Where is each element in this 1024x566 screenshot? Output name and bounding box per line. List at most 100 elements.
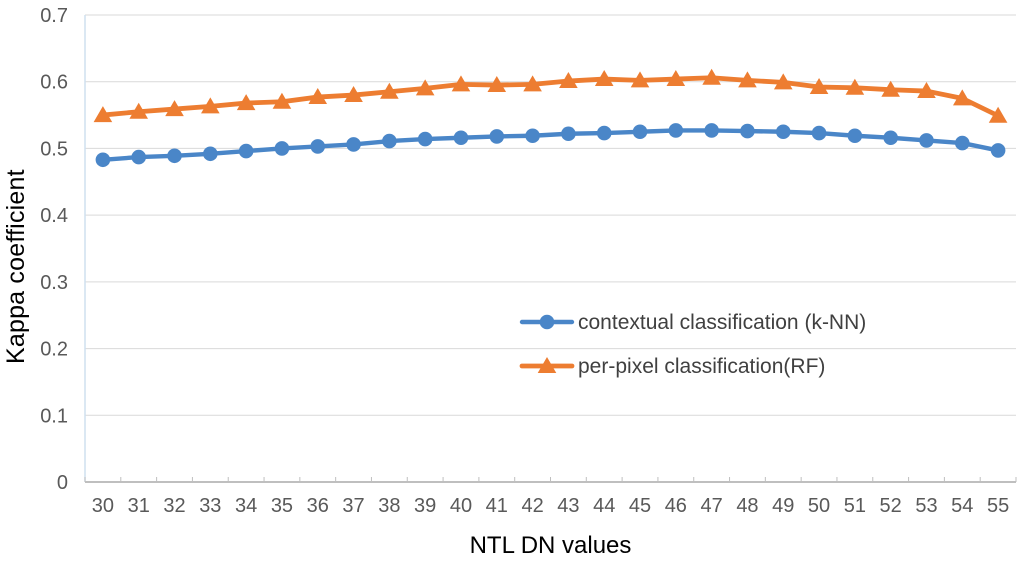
data-point-marker xyxy=(308,88,328,105)
x-tick-label: 37 xyxy=(342,495,364,517)
data-point-marker xyxy=(738,71,757,88)
x-tick-label: 50 xyxy=(808,495,830,517)
data-point-marker xyxy=(883,130,898,146)
data-point-marker xyxy=(453,130,469,146)
data-point-marker xyxy=(131,149,147,165)
data-point-marker xyxy=(632,124,648,140)
data-point-marker xyxy=(740,123,755,139)
y-tick-label: 0.1 xyxy=(40,405,68,427)
data-point-marker xyxy=(310,139,326,154)
data-point-marker xyxy=(489,129,505,144)
legend-label: per-pixel classification(RF) xyxy=(578,355,825,378)
data-point-marker xyxy=(203,146,218,162)
data-point-marker xyxy=(451,75,471,92)
data-point-marker xyxy=(537,357,557,373)
data-point-marker xyxy=(487,76,507,93)
data-point-marker xyxy=(811,125,827,141)
y-tick-label: 0.3 xyxy=(40,272,68,294)
x-tick-label: 32 xyxy=(163,495,185,517)
series-line xyxy=(100,128,1001,162)
data-point-marker xyxy=(668,123,684,138)
data-point-marker xyxy=(847,128,863,144)
x-tick-label: 38 xyxy=(378,495,400,517)
x-tick-label: 40 xyxy=(450,495,472,517)
series-line xyxy=(100,75,1001,119)
y-tick-label: 0.4 xyxy=(40,205,68,227)
x-tick-label: 55 xyxy=(987,495,1009,517)
x-tick-label: 48 xyxy=(736,495,758,517)
data-point-marker xyxy=(809,78,829,95)
data-point-marker xyxy=(773,73,793,90)
x-tick-label: 30 xyxy=(92,495,114,517)
x-tick-label: 45 xyxy=(629,495,651,517)
series-knn xyxy=(95,123,1006,168)
x-tick-label: 34 xyxy=(235,495,257,517)
data-point-marker xyxy=(201,97,220,114)
data-point-marker xyxy=(988,106,1008,123)
data-point-marker xyxy=(561,126,576,142)
data-point-marker xyxy=(881,80,900,97)
data-point-marker xyxy=(919,133,934,148)
data-point-marker xyxy=(165,100,184,117)
x-tick-label: 43 xyxy=(557,495,579,517)
x-tick-label: 39 xyxy=(414,495,436,517)
data-point-marker xyxy=(666,70,686,87)
x-tick-label: 46 xyxy=(665,495,687,517)
legend-item-rf: per-pixel classification(RF) xyxy=(519,355,825,378)
x-tick-label: 51 xyxy=(844,495,866,517)
x-tick-label: 47 xyxy=(701,495,723,517)
data-point-marker xyxy=(775,124,791,140)
data-point-marker xyxy=(415,79,435,96)
y-tick-label: 0.7 xyxy=(40,5,68,27)
data-point-marker xyxy=(346,137,361,152)
data-point-marker xyxy=(274,141,290,156)
series-rf xyxy=(93,68,1008,123)
data-point-marker xyxy=(236,94,256,111)
data-point-marker xyxy=(272,92,292,109)
data-point-marker xyxy=(525,128,540,144)
y-tick-label: 0 xyxy=(57,472,68,494)
legend-item-knn: contextual classification (k-NN) xyxy=(519,311,866,334)
data-point-marker xyxy=(990,143,1006,158)
x-tick-label: 52 xyxy=(880,495,902,517)
data-point-marker xyxy=(167,148,182,164)
y-tick-label: 0.5 xyxy=(40,138,68,160)
x-tick-label: 33 xyxy=(199,495,221,517)
legend-label: contextual classification (k-NN) xyxy=(578,311,866,334)
data-point-marker xyxy=(382,133,397,149)
data-point-marker xyxy=(380,82,399,99)
data-point-marker xyxy=(702,68,721,85)
data-point-marker xyxy=(952,89,972,106)
y-axis-title: Kappa coefficient xyxy=(2,169,30,364)
x-tick-label: 53 xyxy=(915,495,937,517)
data-point-marker xyxy=(238,143,254,159)
x-tick-label: 36 xyxy=(307,495,329,517)
data-point-marker xyxy=(845,78,865,95)
data-point-marker xyxy=(559,72,578,89)
x-axis-title: NTL DN values xyxy=(469,532,632,559)
data-point-marker xyxy=(95,152,111,168)
x-tick-label: 54 xyxy=(951,495,973,517)
x-tick-label: 42 xyxy=(521,495,543,517)
data-point-marker xyxy=(539,314,555,330)
data-point-marker xyxy=(344,86,363,103)
data-point-marker xyxy=(596,125,612,141)
data-point-marker xyxy=(704,123,719,138)
data-point-marker xyxy=(523,75,542,92)
data-point-marker xyxy=(417,131,433,147)
data-point-marker xyxy=(954,135,970,151)
data-point-marker xyxy=(129,102,149,119)
data-point-marker xyxy=(630,71,650,88)
x-tick-label: 49 xyxy=(772,495,794,517)
x-tick-label: 41 xyxy=(486,495,508,517)
x-tick-label: 31 xyxy=(128,495,150,517)
x-tick-label: 35 xyxy=(271,495,293,517)
y-tick-label: 0.6 xyxy=(40,72,68,94)
data-point-marker xyxy=(917,82,936,99)
y-tick-label: 0.2 xyxy=(40,339,68,361)
x-tick-label: 44 xyxy=(593,495,615,517)
data-point-marker xyxy=(93,106,113,123)
data-point-marker xyxy=(594,70,614,87)
